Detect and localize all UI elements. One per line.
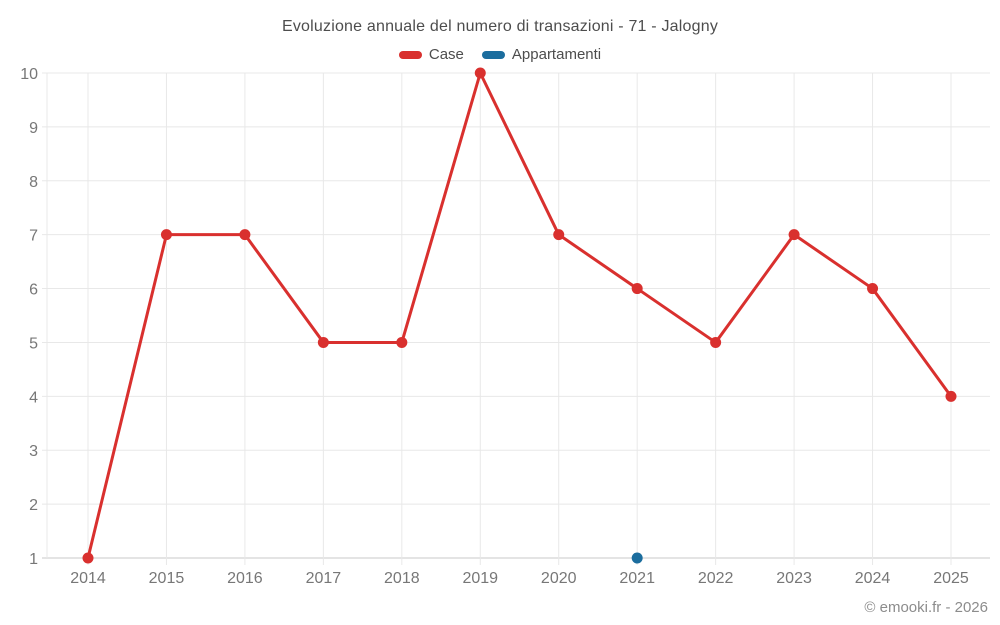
data-point-case-2019[interactable]: [474, 67, 486, 79]
y-axis-tick-label: 6: [29, 282, 38, 299]
legend-item-case[interactable]: Case: [398, 46, 464, 63]
legend-item-appartamenti[interactable]: Appartamenti: [481, 46, 602, 63]
x-axis-tick-label: 2021: [619, 570, 655, 587]
y-axis-tick-label: 8: [29, 174, 38, 191]
x-axis-tick-label: 2023: [776, 570, 812, 587]
x-axis-tick-label: 2025: [933, 570, 969, 587]
legend-swatch-appartamenti-icon: [481, 50, 505, 59]
data-point-case-2016[interactable]: [239, 229, 251, 241]
x-axis-tick-label: 2020: [541, 570, 577, 587]
x-axis-tick-label: 2018: [384, 570, 420, 587]
legend-label-case: Case: [428, 46, 464, 63]
chart-title: Evoluzione annuale del numero di transaz…: [281, 18, 719, 35]
x-axis-tick-label: 2014: [70, 570, 106, 587]
x-axis-tick-label: 2022: [698, 570, 734, 587]
x-axis-tick-label: 2015: [149, 570, 185, 587]
data-point-case-2025[interactable]: [945, 390, 957, 402]
y-axis-tick-label: 9: [29, 120, 38, 137]
y-axis-tick-label: 10: [20, 66, 38, 83]
y-axis-tick-label: 7: [29, 228, 38, 245]
y-axis-tick-label: 4: [29, 389, 38, 406]
data-point-case-2018[interactable]: [396, 336, 408, 348]
data-point-appartamenti-2021[interactable]: [631, 552, 643, 564]
footer-credit: © emooki.fr - 2026: [864, 599, 988, 616]
data-point-case-2022[interactable]: [710, 336, 722, 348]
data-point-case-2017[interactable]: [317, 336, 329, 348]
data-point-case-2023[interactable]: [788, 229, 800, 241]
x-axis-tick-label: 2016: [227, 570, 263, 587]
y-axis-tick-label: 1: [29, 551, 38, 568]
legend-swatch-case-icon: [398, 50, 422, 59]
legend-label-appartamenti: Appartamenti: [511, 46, 602, 63]
data-point-case-2014[interactable]: [82, 552, 94, 564]
data-point-case-2024[interactable]: [867, 283, 879, 295]
data-point-case-2021[interactable]: [631, 283, 643, 295]
data-point-case-2015[interactable]: [160, 229, 172, 241]
y-axis-tick-label: 5: [29, 335, 38, 352]
y-axis-tick-label: 2: [29, 497, 38, 514]
x-axis-tick-label: 2017: [306, 570, 342, 587]
x-axis-tick-label: 2019: [462, 570, 498, 587]
series-line-case: [86, 71, 953, 560]
data-point-case-2020[interactable]: [553, 229, 565, 241]
y-axis-tick-label: 3: [29, 443, 38, 460]
legend: Case Appartamenti: [0, 46, 1000, 63]
x-axis-tick-label: 2024: [855, 570, 891, 587]
